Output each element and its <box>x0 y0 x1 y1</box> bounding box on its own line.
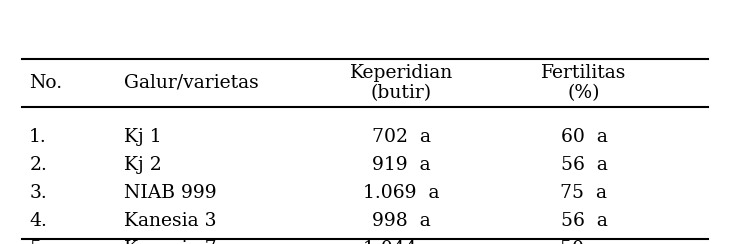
Text: Kj 1: Kj 1 <box>124 128 162 146</box>
Text: 5.: 5. <box>29 240 47 244</box>
Text: Fertilitas
(%): Fertilitas (%) <box>542 63 626 102</box>
Text: 702  a: 702 a <box>372 128 431 146</box>
Text: 998  a: 998 a <box>372 212 431 230</box>
Text: 1.069  a: 1.069 a <box>364 184 439 202</box>
Text: Keperidian
(butir): Keperidian (butir) <box>350 63 453 102</box>
Text: 56  a: 56 a <box>561 212 607 230</box>
Text: 1.: 1. <box>29 128 47 146</box>
Text: Kj 2: Kj 2 <box>124 156 162 174</box>
Text: 2.: 2. <box>29 156 47 174</box>
Text: 3.: 3. <box>29 184 47 202</box>
Text: 4.: 4. <box>29 212 47 230</box>
Text: Kanesia 3: Kanesia 3 <box>124 212 217 230</box>
Text: 75  a: 75 a <box>561 184 607 202</box>
Text: 919  a: 919 a <box>372 156 431 174</box>
Text: Kanesia 7: Kanesia 7 <box>124 240 217 244</box>
Text: Galur/varietas: Galur/varietas <box>124 74 259 92</box>
Text: 1.044  a: 1.044 a <box>363 240 440 244</box>
Text: No.: No. <box>29 74 62 92</box>
Text: 60  a: 60 a <box>561 128 607 146</box>
Text: 56  a: 56 a <box>561 156 607 174</box>
Text: 50  a: 50 a <box>561 240 607 244</box>
Text: NIAB 999: NIAB 999 <box>124 184 217 202</box>
